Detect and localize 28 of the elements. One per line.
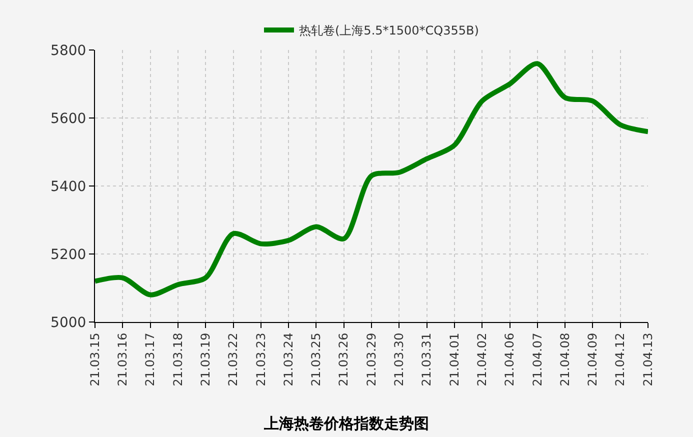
text: 上海热卷价格指数走势图 <box>263 414 429 432</box>
x-tick-label: 21.04.13 <box>640 332 655 386</box>
x-tick-label: 21.03.24 <box>281 332 296 386</box>
x-tick-label: 21.03.31 <box>420 332 434 386</box>
x-tick-label: 21.04.01 <box>447 332 462 386</box>
x-tick-label: 21.04.12 <box>613 332 628 386</box>
y-tick-label: 5000 <box>50 314 86 331</box>
x-tick-label: 21.03.30 <box>392 332 406 386</box>
y-tick-label: 5600 <box>50 110 86 127</box>
x-tick-label: 21.03.19 <box>198 332 212 386</box>
x-tick-label: 21.03.25 <box>309 332 324 386</box>
x-tick-label: 21.04.09 <box>586 332 600 386</box>
x-tick-label: 21.03.17 <box>143 332 158 386</box>
x-tick-label: 21.03.23 <box>254 332 268 386</box>
x-tick-label: 21.04.02 <box>475 332 489 386</box>
x-tick-label: 21.03.26 <box>336 332 351 386</box>
x-tick-label: 21.03.29 <box>364 332 378 386</box>
x-tick-label: 21.03.22 <box>226 332 240 386</box>
x-tick-label: 21.04.06 <box>502 332 517 386</box>
x-tick-label: 21.03.15 <box>88 332 102 386</box>
y-tick-label: 5200 <box>50 246 86 263</box>
x-tick-label: 21.03.18 <box>170 332 185 386</box>
legend-label: 热轧卷(上海5.5*1500*CQ355B) <box>299 24 479 38</box>
y-tick-label: 5800 <box>50 42 86 59</box>
x-tick-label: 21.03.16 <box>116 332 130 386</box>
x-tick-label: 21.04.07 <box>530 332 544 386</box>
y-tick-label: 5400 <box>50 178 86 195</box>
x-tick-label: 21.04.08 <box>558 332 572 386</box>
